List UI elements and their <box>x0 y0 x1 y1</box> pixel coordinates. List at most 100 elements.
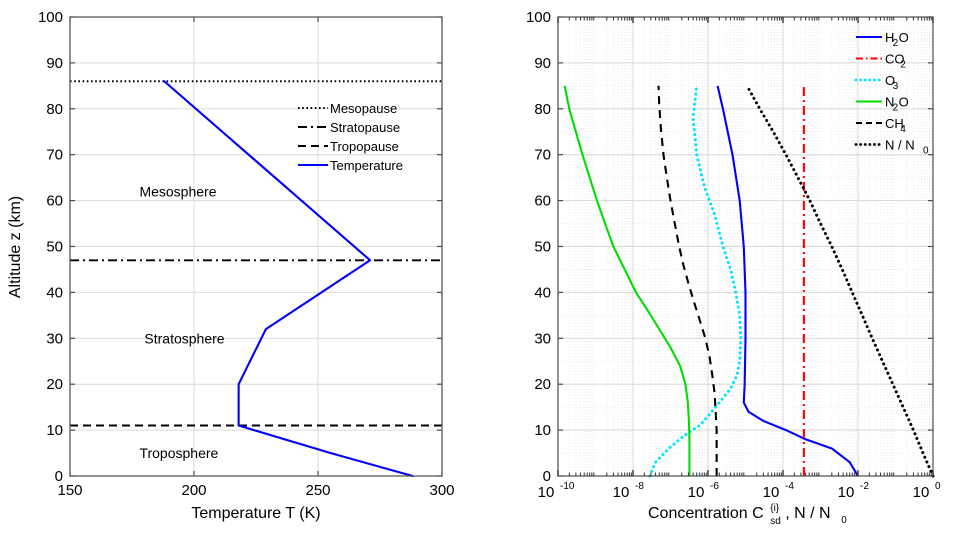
x-tick-label: 10 -4 <box>763 481 795 501</box>
y-tick-label: 50 <box>534 239 551 256</box>
y-tick-label: 80 <box>46 101 63 118</box>
atmosphere-layer-label: Mesosphere <box>139 183 216 199</box>
svg-text:10: 10 <box>688 484 705 501</box>
curve-h2o <box>716 85 859 477</box>
svg-text:0: 0 <box>935 481 941 492</box>
y-tick-label: 0 <box>543 468 551 485</box>
curve-ch4 <box>657 85 718 476</box>
temperature-svg: 150 200 250 300 0 10 20 30 40 50 60 70 80 90 100 Mesos… <box>7 9 455 522</box>
y-tick-label: 30 <box>534 330 551 347</box>
temperature-ticks <box>69 16 443 477</box>
legend-label-4[interactable]: CH4 <box>885 116 906 135</box>
y-tick-label: 40 <box>46 284 63 301</box>
svg-text:2: 2 <box>900 60 906 71</box>
y-tick-label: 10 <box>46 422 63 439</box>
svg-text:10: 10 <box>538 484 555 501</box>
legend-label-5[interactable]: N / N 0 <box>885 138 929 157</box>
svg-text:O: O <box>899 30 909 45</box>
curve-n2o <box>563 85 691 476</box>
x-tick-label: 200 <box>181 482 206 499</box>
y-tick-label: 10 <box>534 422 551 439</box>
y-tick-label: 20 <box>534 376 551 393</box>
svg-text:2: 2 <box>893 103 899 114</box>
y-tick-label: 60 <box>46 193 63 210</box>
svg-text:H: H <box>885 30 894 45</box>
legend-label-temperature[interactable]: Temperature <box>330 158 403 173</box>
legend-label-0[interactable]: H2 O <box>885 30 909 49</box>
svg-text:10: 10 <box>613 484 630 501</box>
legend-label-stratopause[interactable]: Stratopause <box>330 120 400 135</box>
xlabel-suffix: , N / N <box>785 505 830 522</box>
y-tick-label: 100 <box>38 9 63 26</box>
concentration-x-axis-label: Concentration C {i} sd , N / N 0 <box>648 503 847 527</box>
curve-o3 <box>648 84 743 478</box>
temperature-tick-labels: 150 200 250 300 0 10 20 30 40 50 60 70 80 90 100 <box>38 9 455 499</box>
y-tick-label: 100 <box>526 9 551 26</box>
x-tick-label: 10 -6 <box>688 481 720 501</box>
temperature-region-labels: Mesosphere Stratosphere Troposphere <box>139 183 224 461</box>
svg-text:O: O <box>885 73 895 88</box>
y-tick-label: 80 <box>534 101 551 118</box>
xlabel-superscript: {i} <box>770 503 780 514</box>
y-tick-label: 50 <box>46 239 63 256</box>
svg-text:10: 10 <box>763 484 780 501</box>
svg-text:-10: -10 <box>560 481 575 492</box>
concentration-minor-gridlines <box>558 17 933 476</box>
svg-text:10: 10 <box>838 484 855 501</box>
y-tick-label: 40 <box>534 284 551 301</box>
y-tick-label: 90 <box>534 55 551 72</box>
y-tick-label: 0 <box>55 468 63 485</box>
y-tick-label: 20 <box>46 376 63 393</box>
y-tick-label: 70 <box>534 147 551 164</box>
atmosphere-layer-label: Stratosphere <box>144 330 224 346</box>
curve-nn0 <box>745 84 935 478</box>
y-tick-label: 60 <box>534 193 551 210</box>
x-tick-label: 10 -2 <box>838 481 870 501</box>
legend-label-mesopause[interactable]: Mesopause <box>330 101 397 116</box>
x-tick-label: 10 -8 <box>613 481 645 501</box>
svg-text:3: 3 <box>893 81 899 92</box>
concentration-ticks <box>557 16 934 477</box>
concentration-tick-labels: 10 -10 10 -8 10 -6 10 -4 10 -2 10 00102030405060708… <box>526 9 941 501</box>
temperature-legend[interactable]: Mesopause Stratopause Tropopause Temperatur… <box>298 101 403 173</box>
svg-text:-4: -4 <box>785 481 794 492</box>
svg-text:O: O <box>899 95 909 110</box>
legend-label-tropopause[interactable]: Tropopause <box>330 139 399 154</box>
svg-text:-2: -2 <box>860 481 869 492</box>
xlabel-subscript: sd <box>770 516 781 527</box>
temperature-boundary-lines <box>70 80 442 427</box>
svg-text:4: 4 <box>900 124 906 135</box>
y-tick-label: 70 <box>46 147 63 164</box>
svg-text:CO: CO <box>885 52 905 67</box>
xlabel-suffix-subscript: 0 <box>841 515 847 526</box>
x-tick-label: 250 <box>305 482 330 499</box>
legend-label-1[interactable]: CO2 <box>885 52 906 71</box>
concentration-axes-box <box>557 16 934 477</box>
x-tick-label: 300 <box>429 482 454 499</box>
temperature-gridlines <box>70 17 442 476</box>
svg-text:0: 0 <box>923 146 929 157</box>
temperature-x-axis-label: Temperature T (K) <box>191 505 320 522</box>
svg-text:-6: -6 <box>710 481 719 492</box>
atmosphere-layer-label: Troposphere <box>139 445 218 461</box>
y-tick-label: 90 <box>46 55 63 72</box>
svg-text:N: N <box>885 95 894 110</box>
x-tick-label: 150 <box>57 482 82 499</box>
x-tick-label: 10 0 <box>913 481 941 501</box>
svg-text:2: 2 <box>893 38 899 49</box>
legend-label-3[interactable]: N2 O <box>885 95 909 114</box>
concentration-curves <box>563 84 935 478</box>
y-tick-label: 30 <box>46 330 63 347</box>
x-tick-label: 10 -10 <box>538 481 575 501</box>
concentration-gridlines <box>558 17 933 476</box>
svg-text:-8: -8 <box>635 481 644 492</box>
temperature-y-axis-label: Altitude z (km) <box>7 196 24 298</box>
svg-text:N / N: N / N <box>885 138 915 153</box>
svg-text:10: 10 <box>913 484 930 501</box>
xlabel-prefix: Concentration C <box>648 505 764 522</box>
legend-label-2[interactable]: O3 <box>885 73 899 92</box>
temperature-panel: 150 200 250 300 0 10 20 30 40 50 60 70 80 90 100 Mesos… <box>7 9 455 522</box>
temperature-curve <box>163 80 414 478</box>
